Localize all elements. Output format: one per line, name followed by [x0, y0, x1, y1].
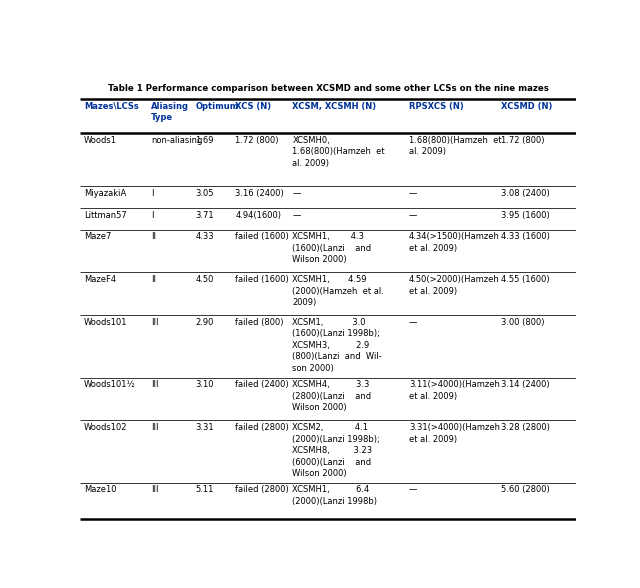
- Text: XCSMH0,
1.68(800)(Hamzeh  et
al. 2009): XCSMH0, 1.68(800)(Hamzeh et al. 2009): [292, 136, 385, 168]
- Text: Woods102: Woods102: [84, 423, 127, 432]
- Text: Woods101: Woods101: [84, 318, 127, 327]
- Text: II: II: [151, 232, 156, 241]
- Text: —: —: [409, 318, 417, 327]
- Text: 3.05: 3.05: [196, 189, 214, 198]
- Text: —: —: [292, 211, 301, 220]
- Text: 4.34(>1500)(Hamzeh
et al. 2009): 4.34(>1500)(Hamzeh et al. 2009): [409, 232, 500, 253]
- Text: XCSM, XCSMH (N): XCSM, XCSMH (N): [292, 102, 376, 111]
- Text: 4.33: 4.33: [196, 232, 214, 241]
- Text: 5.60 (2800): 5.60 (2800): [500, 486, 549, 495]
- Text: 3.14 (2400): 3.14 (2400): [500, 380, 549, 389]
- Text: MazeF4: MazeF4: [84, 275, 116, 284]
- Text: 4.55 (1600): 4.55 (1600): [500, 275, 549, 284]
- Text: —: —: [409, 211, 417, 220]
- Text: Mazes\LCSs: Mazes\LCSs: [84, 102, 139, 111]
- Text: 3.71: 3.71: [196, 211, 214, 220]
- Text: II: II: [151, 275, 156, 284]
- Text: XCSMH1,       4.59
(2000)(Hamzeh  et al.
2009): XCSMH1, 4.59 (2000)(Hamzeh et al. 2009): [292, 275, 384, 307]
- Text: III: III: [151, 423, 159, 432]
- Text: 3.08 (2400): 3.08 (2400): [500, 189, 549, 198]
- Text: Littman57: Littman57: [84, 211, 127, 220]
- Text: 4.50: 4.50: [196, 275, 214, 284]
- Text: 1.72 (800): 1.72 (800): [236, 136, 279, 145]
- Text: 4.33 (1600): 4.33 (1600): [500, 232, 550, 241]
- Text: III: III: [151, 318, 159, 327]
- Text: 3.00 (800): 3.00 (800): [500, 318, 544, 327]
- Text: 4.94(1600): 4.94(1600): [236, 211, 281, 220]
- Text: XCSM1,           3.0
(1600)(Lanzi 1998b);
XCSMH3,          2.9
(800)(Lanzi  and : XCSM1, 3.0 (1600)(Lanzi 1998b); XCSMH3, …: [292, 318, 382, 373]
- Text: 1.72 (800): 1.72 (800): [500, 136, 544, 145]
- Text: failed (2400): failed (2400): [236, 380, 289, 389]
- Text: non-aliasing: non-aliasing: [151, 136, 202, 145]
- Text: failed (2800): failed (2800): [236, 486, 289, 495]
- Text: XCSMH4,          3.3
(2800)(Lanzi    and
Wilson 2000): XCSMH4, 3.3 (2800)(Lanzi and Wilson 2000…: [292, 380, 371, 412]
- Text: 3.95 (1600): 3.95 (1600): [500, 211, 549, 220]
- Text: XCS (N): XCS (N): [236, 102, 271, 111]
- Text: I: I: [151, 211, 154, 220]
- Text: Woods1: Woods1: [84, 136, 117, 145]
- Text: —: —: [409, 189, 417, 198]
- Text: failed (800): failed (800): [236, 318, 284, 327]
- Text: III: III: [151, 486, 159, 495]
- Text: XCSM2,            4.1
(2000)(Lanzi 1998b);
XCSMH8,         3.23
(6000)(Lanzi    : XCSM2, 4.1 (2000)(Lanzi 1998b); XCSMH8, …: [292, 423, 380, 478]
- Text: Optimum: Optimum: [196, 102, 239, 111]
- Text: failed (1600): failed (1600): [236, 275, 289, 284]
- Text: Maze7: Maze7: [84, 232, 111, 241]
- Text: 3.31(>4000)(Hamzeh
et al. 2009): 3.31(>4000)(Hamzeh et al. 2009): [409, 423, 500, 443]
- Text: XCSMH1,          6.4
(2000)(Lanzi 1998b): XCSMH1, 6.4 (2000)(Lanzi 1998b): [292, 486, 378, 506]
- Text: Woods101½: Woods101½: [84, 380, 136, 389]
- Text: 1.69: 1.69: [196, 136, 214, 145]
- Text: failed (2800): failed (2800): [236, 423, 289, 432]
- Text: Table 1 Performance comparison between XCSMD and some other LCSs on the nine maz: Table 1 Performance comparison between X…: [108, 83, 548, 93]
- Text: 3.16 (2400): 3.16 (2400): [236, 189, 284, 198]
- Text: MiyazakiA: MiyazakiA: [84, 189, 126, 198]
- Text: failed (1600): failed (1600): [236, 232, 289, 241]
- Text: Maze10: Maze10: [84, 486, 116, 495]
- Text: 3.10: 3.10: [196, 380, 214, 389]
- Text: 2.90: 2.90: [196, 318, 214, 327]
- Text: 1.68(800)(Hamzeh  et
al. 2009): 1.68(800)(Hamzeh et al. 2009): [409, 136, 502, 156]
- Text: I: I: [151, 189, 154, 198]
- Text: XCSMD (N): XCSMD (N): [500, 102, 552, 111]
- Text: RPSXCS (N): RPSXCS (N): [409, 102, 463, 111]
- Text: 3.11(>4000)(Hamzeh
et al. 2009): 3.11(>4000)(Hamzeh et al. 2009): [409, 380, 500, 401]
- Text: 3.31: 3.31: [196, 423, 214, 432]
- Text: —: —: [292, 189, 301, 198]
- Text: XCSMH1,        4.3
(1600)(Lanzi    and
Wilson 2000): XCSMH1, 4.3 (1600)(Lanzi and Wilson 2000…: [292, 232, 371, 264]
- Text: III: III: [151, 380, 159, 389]
- Text: 4.50(>2000)(Hamzeh
et al. 2009): 4.50(>2000)(Hamzeh et al. 2009): [409, 275, 500, 296]
- Text: 3.28 (2800): 3.28 (2800): [500, 423, 550, 432]
- Text: —: —: [409, 486, 417, 495]
- Text: 5.11: 5.11: [196, 486, 214, 495]
- Text: Aliasing
Type: Aliasing Type: [151, 102, 189, 122]
